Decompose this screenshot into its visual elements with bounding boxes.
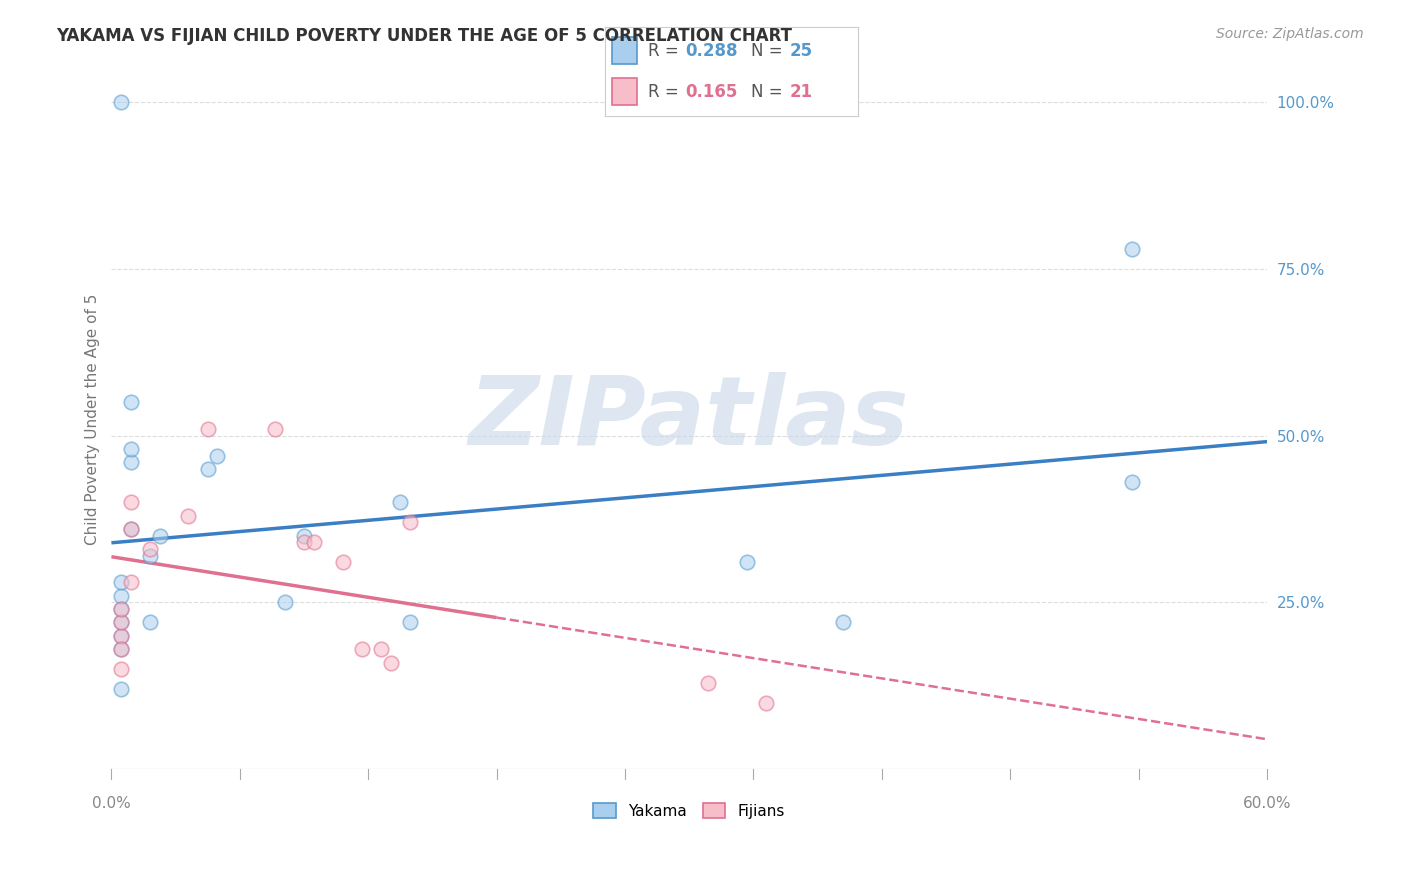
- Text: ZIPatlas: ZIPatlas: [470, 373, 910, 466]
- Point: [148, 529, 170, 543]
- Text: 0.165: 0.165: [686, 83, 738, 101]
- Text: 21: 21: [789, 83, 813, 101]
- Point: [302, 535, 325, 549]
- Point: [110, 662, 132, 676]
- Point: [832, 615, 855, 630]
- Text: YAKAMA VS FIJIAN CHILD POVERTY UNDER THE AGE OF 5 CORRELATION CHART: YAKAMA VS FIJIAN CHILD POVERTY UNDER THE…: [56, 27, 792, 45]
- Point: [110, 615, 132, 630]
- Point: [350, 642, 373, 657]
- Point: [110, 602, 132, 616]
- Point: [292, 529, 315, 543]
- Point: [332, 555, 354, 569]
- Point: [110, 602, 132, 616]
- Point: [697, 675, 720, 690]
- Point: [292, 535, 315, 549]
- Point: [110, 95, 132, 109]
- Point: [110, 642, 132, 657]
- Point: [120, 442, 142, 456]
- Point: [197, 422, 219, 436]
- Legend: Yakama, Fijians: Yakama, Fijians: [588, 797, 792, 825]
- Point: [110, 642, 132, 657]
- Y-axis label: Child Poverty Under the Age of 5: Child Poverty Under the Age of 5: [86, 293, 100, 545]
- Point: [380, 656, 402, 670]
- Point: [1121, 475, 1143, 490]
- Text: N =: N =: [751, 83, 789, 101]
- Point: [120, 495, 142, 509]
- Text: 0.0%: 0.0%: [91, 796, 131, 811]
- Text: 25: 25: [789, 42, 813, 60]
- Bar: [612, 78, 637, 105]
- Point: [110, 682, 132, 697]
- Point: [389, 495, 412, 509]
- Point: [264, 422, 287, 436]
- Point: [120, 522, 142, 536]
- Point: [274, 595, 297, 609]
- Text: R =: R =: [648, 83, 683, 101]
- Point: [139, 542, 162, 557]
- Text: Source: ZipAtlas.com: Source: ZipAtlas.com: [1216, 27, 1364, 41]
- Point: [755, 696, 778, 710]
- Point: [399, 516, 422, 530]
- Point: [207, 449, 229, 463]
- Point: [399, 615, 422, 630]
- Point: [197, 462, 219, 476]
- Point: [1121, 242, 1143, 256]
- Text: 0.288: 0.288: [686, 42, 738, 60]
- Point: [110, 575, 132, 590]
- Point: [120, 575, 142, 590]
- Point: [110, 629, 132, 643]
- Point: [110, 629, 132, 643]
- Bar: [612, 37, 637, 64]
- Point: [120, 455, 142, 469]
- Point: [120, 522, 142, 536]
- Point: [110, 589, 132, 603]
- Point: [120, 395, 142, 409]
- Point: [370, 642, 392, 657]
- Point: [139, 549, 162, 563]
- Text: N =: N =: [751, 42, 789, 60]
- Text: R =: R =: [648, 42, 683, 60]
- Point: [735, 555, 758, 569]
- Text: 60.0%: 60.0%: [1243, 796, 1291, 811]
- Point: [177, 508, 200, 523]
- Point: [139, 615, 162, 630]
- Point: [110, 615, 132, 630]
